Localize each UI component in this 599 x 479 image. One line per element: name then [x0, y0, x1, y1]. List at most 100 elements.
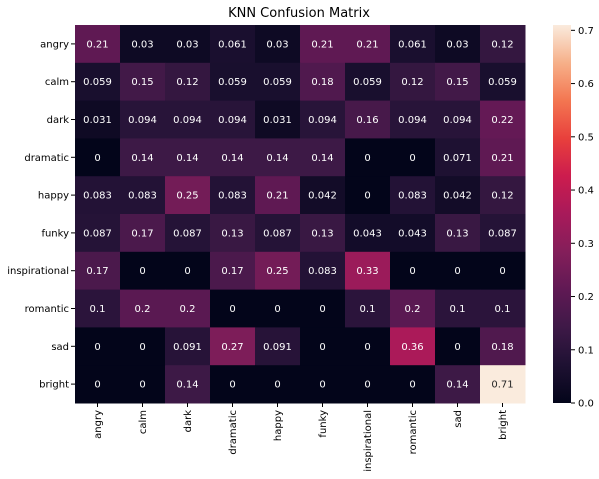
cell-value-label: 0.1 [90, 304, 106, 315]
cell-value-label: 0 [319, 342, 325, 353]
heatmap-cell [390, 327, 436, 366]
y-tick-label: sad [51, 342, 69, 353]
cell-value-label: 0.061 [398, 39, 427, 50]
cell-value-label: 0.094 [443, 115, 472, 126]
x-tick-label: sad [453, 410, 464, 428]
heatmap-cell [210, 289, 256, 328]
y-tick-label: bright [39, 380, 69, 391]
cell-value-label: 0.03 [131, 39, 153, 50]
cell-value-label: 0.094 [128, 115, 157, 126]
cell-value-label: 0 [319, 380, 325, 391]
cell-value-label: 0.12 [401, 77, 423, 88]
cell-value-label: 0 [364, 342, 370, 353]
heatmap-cell [435, 327, 481, 366]
x-tick-label: angry [93, 410, 104, 439]
cell-value-label: 0.18 [311, 77, 333, 88]
heatmap-cell [75, 138, 121, 177]
cell-value-label: 0 [409, 153, 415, 164]
heatmap-cell [255, 251, 301, 291]
cell-value-label: 0.17 [131, 228, 153, 239]
cell-value-label: 0.14 [131, 153, 153, 164]
cell-value-label: 0.14 [311, 153, 333, 164]
x-tick-label: dark [183, 410, 194, 433]
x-tick-label: calm [138, 410, 149, 434]
cell-value-label: 0.21 [86, 39, 108, 50]
heatmap-cell [75, 289, 121, 328]
cell-value-label: 0 [454, 266, 460, 277]
heatmap-cell [480, 138, 526, 177]
heatmap-cell [165, 100, 211, 139]
cell-value-label: 0.087 [488, 228, 517, 239]
heatmap-cell [300, 25, 346, 64]
cell-value-label: 0 [94, 153, 100, 164]
heatmap-cell [300, 62, 346, 102]
cell-value-label: 0.083 [308, 266, 337, 277]
heatmap-cell [345, 251, 391, 291]
heatmap-cell [390, 176, 436, 215]
cell-value-label: 0.094 [398, 115, 427, 126]
y-tick-label: calm [45, 77, 69, 88]
cell-value-label: 0.1 [495, 304, 511, 315]
heatmap-cell [210, 365, 256, 404]
cell-value-label: 0.083 [83, 191, 112, 202]
x-tick-label: happy [273, 410, 284, 441]
heatmap-cell [75, 62, 121, 102]
y-tick-label: happy [38, 191, 69, 202]
heatmap-cell [480, 289, 526, 328]
heatmap-grid: 0.21 0.03 0.03 0.061 0.03 0.21 0.21 0.061 0.03 0.… [75, 25, 526, 404]
chart-title: KNN Confusion Matrix [228, 6, 370, 21]
cell-value-label: 0.12 [176, 77, 198, 88]
heatmap-cell [255, 25, 301, 64]
heatmap-cell [345, 214, 391, 253]
cell-value-label: 0.16 [356, 115, 378, 126]
cell-value-label: 0.094 [173, 115, 202, 126]
cell-value-label: 0.22 [491, 115, 513, 126]
cell-value-label: 0 [319, 304, 325, 315]
heatmap-cell [75, 251, 121, 291]
heatmap-cell [300, 365, 346, 404]
cell-value-label: 0.083 [218, 191, 247, 202]
heatmap-cell [120, 62, 166, 102]
heatmap-cell [435, 176, 481, 215]
cell-value-label: 0 [364, 191, 370, 202]
heatmap-cell [345, 138, 391, 177]
cell-value-label: 0 [94, 380, 100, 391]
heatmap-cell [300, 214, 346, 253]
cell-value-label: 0.03 [266, 39, 288, 50]
cell-value-label: 0.12 [491, 191, 513, 202]
heatmap-cell [390, 25, 436, 64]
colorbar: 0.0 0.1 0.2 0.3 0.4 0.5 0.6 0.7 [553, 25, 594, 410]
heatmap-cell [345, 100, 391, 139]
heatmap-cell [120, 214, 166, 253]
heatmap-cell [210, 251, 256, 291]
cell-value-label: 0.21 [266, 191, 288, 202]
cell-value-label: 0.059 [353, 77, 382, 88]
cell-value-label: 0.031 [83, 115, 112, 126]
heatmap-cell [480, 62, 526, 102]
heatmap-cell [390, 214, 436, 253]
colorbar-tick-label: 0.2 [578, 292, 594, 303]
cell-value-label: 0 [454, 342, 460, 353]
heatmap-cell [255, 365, 301, 404]
heatmap-cell [210, 327, 256, 366]
heatmap-cell [165, 365, 211, 404]
y-tick-label: angry [40, 39, 69, 50]
heatmap-cell [75, 365, 121, 404]
heatmap-cell [120, 100, 166, 139]
heatmap-cell [435, 289, 481, 328]
heatmap-cell [75, 327, 121, 366]
heatmap-cell [75, 176, 121, 215]
heatmap-cell [300, 100, 346, 139]
cell-value-label: 0.25 [266, 266, 288, 277]
heatmap-cell [120, 251, 166, 291]
x-tick-label: funky [318, 410, 329, 438]
cell-value-label: 0.094 [218, 115, 247, 126]
cell-value-label: 0.03 [446, 39, 468, 50]
cell-value-label: 0.087 [83, 228, 112, 239]
heatmap-cell [210, 214, 256, 253]
heatmap-cell [210, 138, 256, 177]
heatmap-cell [75, 25, 121, 64]
x-tick-label: bright [498, 410, 509, 440]
cell-value-label: 0 [499, 266, 505, 277]
heatmap-cell [300, 327, 346, 366]
